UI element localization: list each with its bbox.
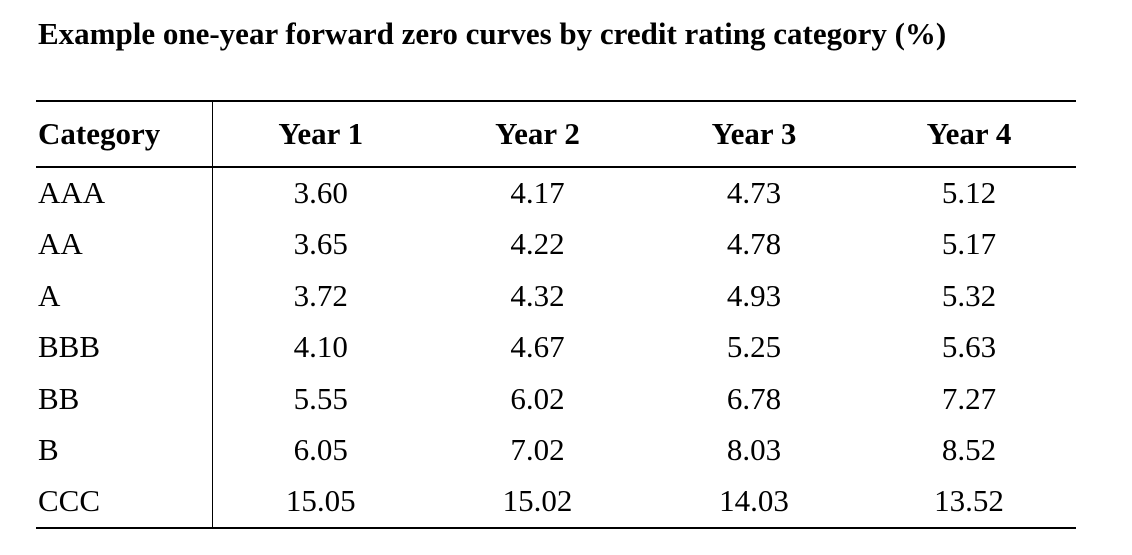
cell-value: 8.52 [941,432,997,468]
cell-value: 5.32 [941,277,997,313]
table-row: BBB 4.10 4.67 5.25 5.63 [36,321,1076,373]
header-category: Category [36,100,213,168]
header-year-2: Year 2 [429,100,646,168]
cell-value: 8.03 [726,432,782,468]
cell-value: 4.10 [293,329,348,365]
row-category: AA [36,218,213,270]
cell-value: 6.78 [726,380,782,416]
cell-value: 5.63 [941,329,997,365]
cell-value: 5.25 [726,329,782,365]
forward-zero-curves-table: Category Year 1 Year 2 Year 3 Year 4 AAA… [36,100,1076,529]
cell-value: 3.60 [293,175,348,211]
cell-value: 4.67 [510,329,565,365]
cell-value: 6.02 [510,380,565,416]
table-row: CCC 15.05 15.02 14.03 13.52 [36,476,1076,529]
header-year-1: Year 1 [212,100,429,168]
table-row: B 6.05 7.02 8.03 8.52 [36,424,1076,476]
row-category: CCC [36,476,213,529]
header-year-4: Year 4 [862,100,1076,168]
table-title: Example one-year forward zero curves by … [38,16,947,51]
cell-value: 7.02 [510,432,565,468]
header-year-3: Year 3 [646,100,862,168]
cell-value: 14.03 [646,476,862,529]
cell-value: 15.02 [429,476,646,529]
table-row: A 3.72 4.32 4.93 5.32 [36,270,1076,322]
cell-value: 5.17 [941,226,997,262]
cell-value: 13.52 [862,476,1076,529]
cell-value: 3.65 [293,226,348,262]
cell-value: 6.05 [293,432,348,468]
row-category: B [36,424,213,476]
row-category: BBB [36,321,213,373]
row-category: BB [36,373,213,425]
header-row: Category Year 1 Year 2 Year 3 Year 4 [36,100,1076,168]
cell-value: 4.78 [726,226,782,262]
row-category: A [36,270,213,322]
cell-value: 7.27 [941,380,997,416]
table-row: AA 3.65 4.22 4.78 5.17 [36,218,1076,270]
cell-value: 15.05 [212,476,429,529]
table-row: BB 5.55 6.02 6.78 7.27 [36,373,1076,425]
cell-value: 4.32 [510,277,565,313]
cell-value: 4.73 [726,175,782,211]
cell-value: 4.22 [510,226,565,262]
row-category: AAA [36,167,213,219]
cell-value: 4.17 [510,175,565,211]
cell-value: 5.55 [293,380,348,416]
cell-value: 5.12 [941,175,997,211]
table-row: AAA 3.60 4.17 4.73 5.12 [36,167,1076,219]
cell-value: 3.72 [293,277,348,313]
cell-value: 4.93 [726,277,782,313]
